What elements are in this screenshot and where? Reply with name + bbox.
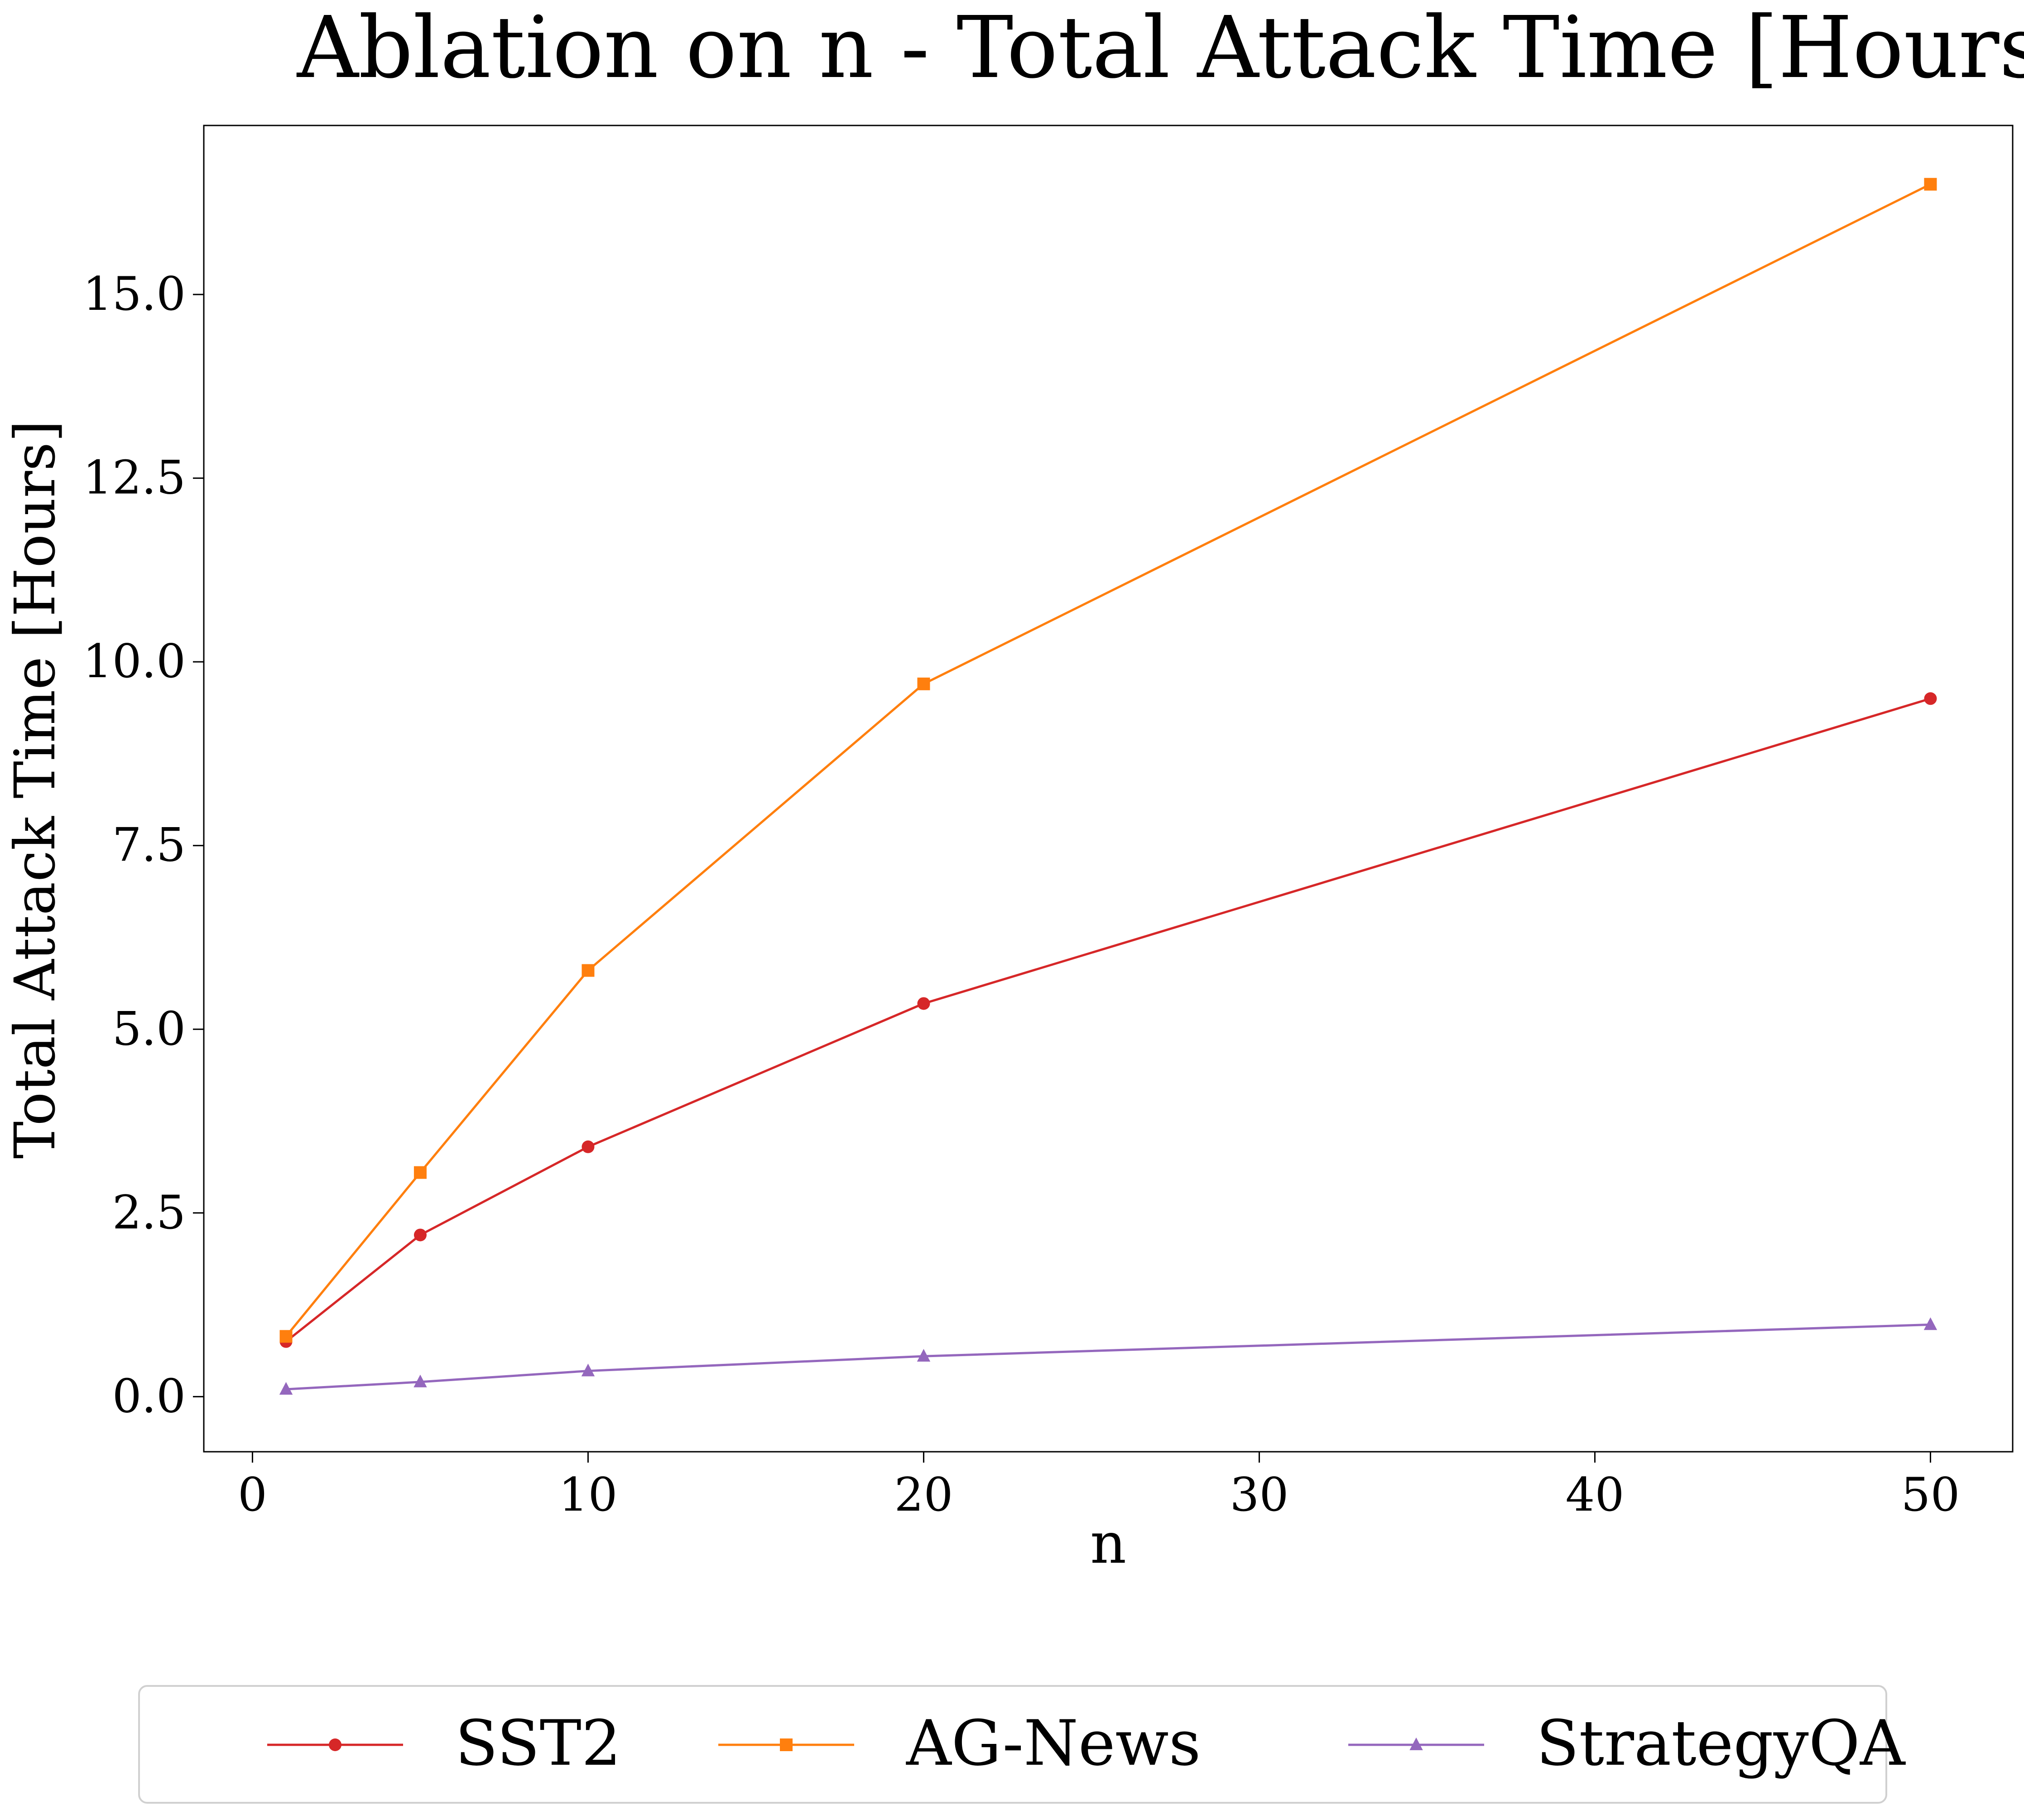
x-axis: 0 10 20 30 40 50 xyxy=(238,1452,1960,1522)
legend: SST2 AG-News StrategyQA xyxy=(138,1685,1906,1804)
series-ag-news xyxy=(279,178,1937,1343)
x-tick-label: 20 xyxy=(894,1468,953,1522)
legend-marker-strategyqa xyxy=(1409,1737,1423,1750)
y-tick-label: 5.0 xyxy=(112,1002,186,1056)
data-point-strategyqa xyxy=(1923,1317,1937,1330)
y-tick-label: 12.5 xyxy=(83,451,186,505)
x-tick-label: 40 xyxy=(1566,1468,1625,1522)
legend-marker-sst2 xyxy=(329,1738,341,1751)
chart-title: Ablation on n - Total Attack Time [Hours… xyxy=(296,0,2024,97)
legend-item-ag-news: AG-News xyxy=(718,1707,1201,1780)
series-strategyqa xyxy=(279,1317,1937,1395)
series-sst2 xyxy=(279,692,1937,1348)
data-point-sst2 xyxy=(1924,692,1937,705)
data-point-sst2 xyxy=(413,1228,427,1242)
legend-label-ag-news: AG-News xyxy=(906,1707,1201,1780)
data-point-sst2 xyxy=(582,1140,595,1153)
y-tick-label: 10.0 xyxy=(83,635,186,689)
data-point-ag-news xyxy=(413,1166,427,1179)
legend-label-strategyqa: StrategyQA xyxy=(1536,1707,1906,1780)
y-axis-label: Total Attack Time [Hours] xyxy=(3,420,68,1159)
series-layer xyxy=(279,178,1937,1395)
x-tick-label: 10 xyxy=(559,1468,618,1522)
plot-area xyxy=(203,125,2014,1453)
y-tick-label: 15.0 xyxy=(83,267,186,321)
series-line-sst2 xyxy=(285,697,1931,1343)
data-point-ag-news xyxy=(917,677,930,690)
plot-frame xyxy=(203,125,2014,1453)
data-point-ag-news xyxy=(582,964,595,977)
legend-item-strategyqa: StrategyQA xyxy=(1348,1707,1906,1780)
data-point-strategyqa xyxy=(917,1349,931,1362)
y-tick-label: 7.5 xyxy=(112,819,186,872)
y-axis: 0.0 2.5 5.0 7.5 10.0 12.5 15.0 xyxy=(83,267,204,1423)
y-tick-label: 2.5 xyxy=(112,1186,186,1240)
series-line-strategyqa xyxy=(286,1323,1931,1391)
data-point-strategyqa xyxy=(279,1382,293,1395)
data-point-strategyqa xyxy=(413,1374,427,1387)
legend-marker-ag-news xyxy=(780,1738,793,1751)
legend-frame xyxy=(138,1685,1887,1804)
x-axis-label: n xyxy=(1090,1511,1126,1576)
data-point-sst2 xyxy=(917,997,930,1010)
legend-item-sst2: SST2 xyxy=(267,1707,621,1780)
data-point-ag-news xyxy=(1924,178,1937,191)
data-point-ag-news xyxy=(279,1330,293,1343)
x-tick-label: 50 xyxy=(1901,1468,1960,1522)
series-line-ag-news xyxy=(285,183,1931,1337)
data-point-strategyqa xyxy=(581,1363,595,1377)
x-tick-label: 0 xyxy=(238,1468,267,1522)
x-tick-label: 30 xyxy=(1230,1468,1289,1522)
legend-label-sst2: SST2 xyxy=(455,1707,621,1780)
y-tick-label: 0.0 xyxy=(112,1369,186,1423)
